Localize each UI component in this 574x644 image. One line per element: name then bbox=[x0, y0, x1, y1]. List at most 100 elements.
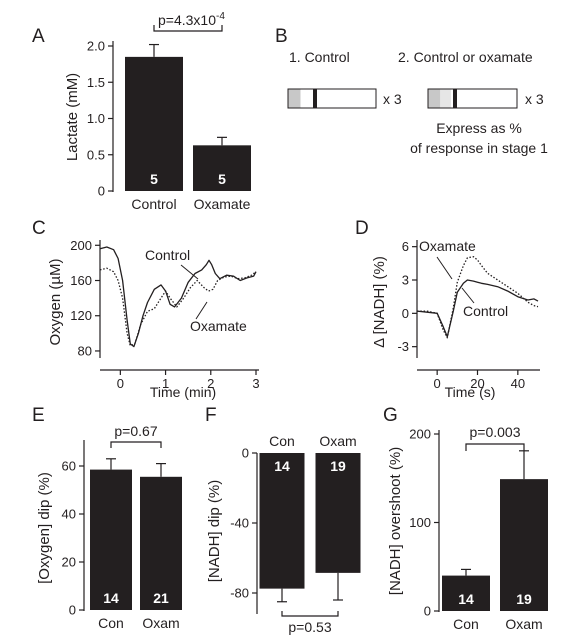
panel-a-n-label-1: 5 bbox=[150, 171, 158, 187]
panel-c-xtick-label: 2 bbox=[207, 376, 214, 391]
panel-f-ytick-label: -40 bbox=[230, 516, 249, 531]
panel-f-xlabel-con: Con bbox=[269, 433, 295, 449]
panel-b-stage1-baseline-shade bbox=[288, 89, 301, 108]
panel-g-n-label-2: 19 bbox=[516, 591, 532, 607]
panel-b-stage1-repeat: x 3 bbox=[383, 91, 402, 107]
panel-c-annotation-control: Control bbox=[145, 247, 190, 263]
panel-f-nadh-dip-bar-chart: 0 -40 -80 14 19 [NADH] dip (%) Con Oxam p=0… bbox=[206, 433, 361, 635]
panel-g-ytick-label: 200 bbox=[409, 427, 431, 442]
panel-a-ytick-label: 1.5 bbox=[87, 75, 105, 90]
panel-d-xtick-label: 0 bbox=[434, 376, 441, 391]
panel-g-ytick-label: 0 bbox=[424, 604, 431, 619]
panel-c-xtick-label: 0 bbox=[117, 376, 124, 391]
panel-a-significance-label: p=4.3x10-4 bbox=[158, 11, 225, 28]
panel-e-bar-2 bbox=[140, 476, 182, 610]
panel-e-n-label-2: 21 bbox=[153, 590, 169, 606]
panel-label-d: D bbox=[355, 218, 369, 239]
panel-f-n-label-2: 19 bbox=[330, 458, 346, 474]
panel-label-g: G bbox=[383, 405, 398, 426]
panel-c-xtick-label: 3 bbox=[252, 376, 259, 391]
panel-d-arrow-oxamate bbox=[436, 256, 453, 280]
panel-c-arrow-control bbox=[180, 264, 199, 280]
panel-a-bar-1 bbox=[125, 56, 183, 191]
panel-b-stage2-repeat: x 3 bbox=[525, 91, 544, 107]
panel-label-c: C bbox=[32, 218, 46, 239]
panel-b-stage1-label: 1. Control bbox=[289, 49, 350, 65]
panel-c-ytick-label: 80 bbox=[78, 343, 92, 358]
panel-b-stage2-baseline-shade bbox=[428, 89, 441, 108]
panel-g-bar-1 bbox=[442, 575, 490, 611]
panel-a-n-label-2: 5 bbox=[218, 171, 226, 187]
panel-a-xlabel-oxamate: Oxamate bbox=[194, 196, 251, 212]
panel-d-xtick-label: 40 bbox=[511, 376, 525, 391]
panel-a-significance-bracket bbox=[153, 25, 223, 32]
panel-f-bar-2 bbox=[315, 453, 361, 573]
panel-d-ytick-label: 0 bbox=[402, 306, 409, 321]
panel-f-ytick-label: -80 bbox=[230, 586, 249, 601]
panel-b-stage2-treatment-shade bbox=[441, 89, 451, 108]
panel-g-xlabel-con: Con bbox=[453, 616, 479, 632]
panel-g-significance-label: p=0.003 bbox=[470, 424, 521, 440]
panel-d-ytick-label: 6 bbox=[402, 239, 409, 254]
panel-c-ytick-label: 120 bbox=[70, 308, 92, 323]
panel-label-e: E bbox=[32, 405, 45, 426]
panel-a-bar-2 bbox=[193, 145, 251, 191]
panel-e-ytick-label: 60 bbox=[62, 459, 76, 474]
panel-f-significance-bracket bbox=[281, 611, 339, 617]
panel-a-xlabel-control: Control bbox=[131, 196, 176, 212]
panel-label-b: B bbox=[275, 26, 288, 47]
panel-f-ytick-label: 0 bbox=[242, 446, 249, 461]
panel-g-significance-bracket bbox=[465, 443, 525, 451]
panel-b-protocol-diagram: 1. Control 2. Control or oxamate x 3 x 3… bbox=[287, 49, 548, 156]
panel-f-n-label-1: 14 bbox=[274, 458, 290, 474]
panel-e-oxygen-dip-bar-chart: 0 20 40 60 14 21 [Oxygen] dip (%) Con Oxam p… bbox=[36, 423, 182, 631]
panel-e-significance-bracket bbox=[110, 441, 162, 448]
panel-e-ylabel: [Oxygen] dip (%) bbox=[36, 472, 53, 584]
panel-f-xlabel-oxam: Oxam bbox=[319, 433, 356, 449]
panel-c-xlabel: Time (min) bbox=[150, 384, 216, 400]
panel-label-a: A bbox=[32, 26, 45, 47]
panel-label-f: F bbox=[205, 405, 217, 426]
panel-a-ytick-label: 2.0 bbox=[87, 39, 105, 54]
panel-a-lactate-bar-chart: 0 0.5 1.0 1.5 2.0 5 5 Lactate (mM) Control Ox… bbox=[64, 11, 251, 212]
panel-a-ylabel: Lactate (mM) bbox=[64, 73, 81, 161]
panel-c-ytick-label: 200 bbox=[70, 238, 92, 253]
panel-a-ytick-label: 0.5 bbox=[87, 147, 105, 162]
panel-b-caption-line2: of response in stage 1 bbox=[410, 140, 548, 156]
panel-b-stage2-label: 2. Control or oxamate bbox=[398, 49, 533, 65]
panel-c-oxygen-trace: 80 120 160 200 0 1 2 3 Oxygen (µM) Time (min) C… bbox=[47, 238, 260, 400]
panel-b-stage1-box bbox=[287, 88, 377, 109]
panel-c-series-oxamate bbox=[99, 267, 257, 347]
panel-e-n-label-1: 14 bbox=[103, 590, 119, 606]
panel-e-xlabel-oxam: Oxam bbox=[142, 615, 179, 631]
panel-e-bar-1 bbox=[90, 469, 132, 610]
panel-a-ytick-label: 0 bbox=[98, 184, 105, 199]
panel-e-significance-label: p=0.67 bbox=[114, 423, 157, 439]
panel-d-ytick-label: 3 bbox=[402, 273, 409, 288]
panel-e-ytick-label: 0 bbox=[69, 603, 76, 618]
panel-d-ytick-label: -3 bbox=[397, 339, 409, 354]
panel-d-series-oxamate bbox=[417, 256, 539, 339]
panel-e-ytick-label: 20 bbox=[62, 555, 76, 570]
panel-d-arrow-control bbox=[461, 287, 475, 304]
panel-b-stage1-stimulus-bar bbox=[313, 89, 317, 108]
panel-g-nadh-overshoot-bar-chart: 0 100 200 14 19 [NADH] overshoot (%) Con Ox… bbox=[387, 424, 548, 632]
panel-f-bar-1 bbox=[259, 453, 305, 589]
panel-d-xlabel: Time (s) bbox=[445, 384, 496, 400]
panel-f-ylabel: [NADH] dip (%) bbox=[206, 480, 223, 583]
panel-c-ylabel: Oxygen (µM) bbox=[47, 259, 64, 346]
panel-d-ylabel: Δ [NADH] (%) bbox=[371, 256, 388, 348]
panel-d-nadh-trace: 6 3 0 -3 0 20 40 Δ [NADH] (%) Time (s) Oxamate… bbox=[371, 238, 540, 400]
panel-e-ytick-label: 40 bbox=[62, 507, 76, 522]
panel-d-annotation-oxamate: Oxamate bbox=[419, 238, 476, 254]
panel-c-ytick-label: 160 bbox=[70, 273, 92, 288]
panel-g-xlabel-oxam: Oxam bbox=[505, 616, 542, 632]
panel-a-ytick-label: 1.0 bbox=[87, 111, 105, 126]
panel-g-ylabel: [NADH] overshoot (%) bbox=[387, 447, 404, 595]
panel-c-xtick-label: 1 bbox=[162, 376, 169, 391]
panel-d-xtick-label: 20 bbox=[470, 376, 484, 391]
panel-g-ytick-label: 100 bbox=[409, 515, 431, 530]
panel-d-annotation-control: Control bbox=[463, 303, 508, 319]
panel-g-n-label-1: 14 bbox=[458, 591, 474, 607]
